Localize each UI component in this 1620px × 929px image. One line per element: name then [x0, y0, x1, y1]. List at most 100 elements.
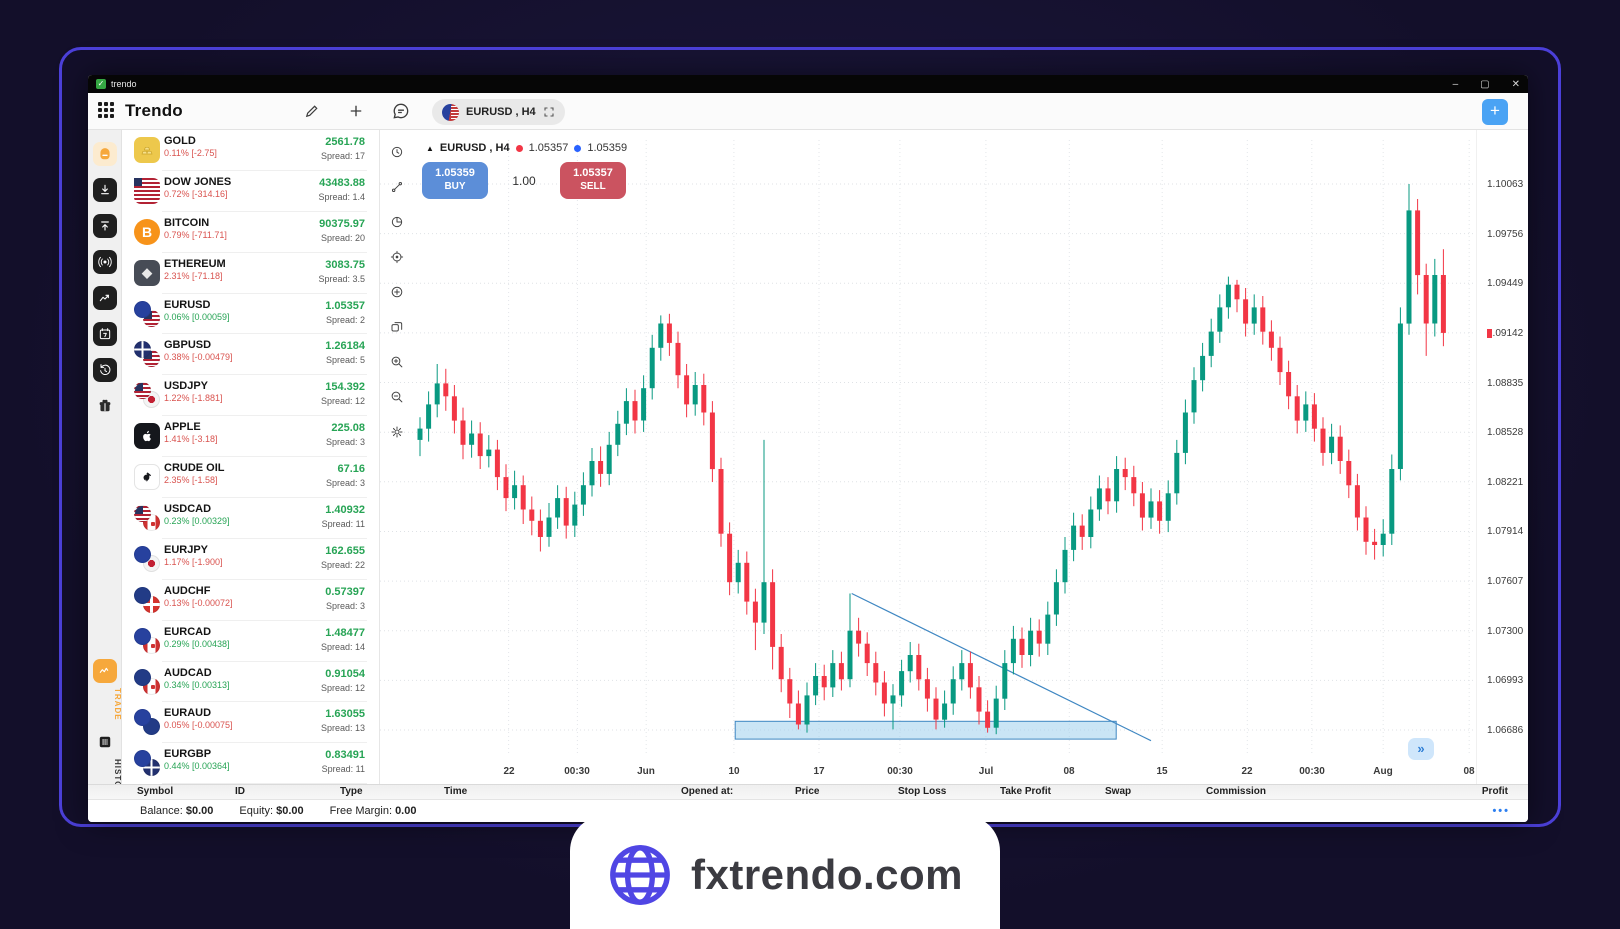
symbol-price: 1.63055 [325, 708, 365, 721]
collapse-triangle-icon[interactable]: ▲ [426, 143, 434, 153]
column-swap[interactable]: Swap [1105, 786, 1132, 797]
sell-button[interactable]: 1.05357 SELL [560, 162, 626, 199]
watchlist-row-audchf[interactable]: AUDCHF 0.13% [-0.00072] 0.57397 Spread: … [122, 580, 379, 621]
column-symbol[interactable]: Symbol [137, 786, 174, 797]
calendar-icon[interactable] [93, 322, 117, 346]
watchlist-row-dow-jones[interactable]: DOW JONES 0.72% [-314.16] 43483.88 Sprea… [122, 171, 379, 212]
watchlist-row-eurcad[interactable]: EURCAD 0.29% [0.00438] 1.48477 Spread: 1… [122, 621, 379, 662]
watchlist-row-eurusd[interactable]: EURUSD 0.06% [0.00059] 1.05357 Spread: 2 [122, 294, 379, 335]
zoom-in-icon[interactable] [387, 352, 407, 372]
column-time[interactable]: Time [444, 786, 468, 797]
symbol-name: ETHEREUM [164, 257, 226, 270]
buy-button[interactable]: 1.05359 BUY [422, 162, 488, 199]
time-tick: 08 [1063, 766, 1075, 777]
watchlist-row-eurgbp[interactable]: EURGBP 0.44% [0.00364] 0.83491 Spread: 1… [122, 743, 379, 784]
price-tick: 1.09142 [1487, 328, 1524, 339]
bid-dot-icon [515, 144, 523, 152]
time-tick: 00:30 [1299, 766, 1325, 777]
apps-grid-icon[interactable] [98, 102, 116, 120]
app-window: ✓ trendo – ▢ ✕ Trendo [88, 75, 1528, 822]
fxtrendo-badge: fxtrendo.com [570, 815, 1000, 929]
upload-icon[interactable] [93, 214, 117, 238]
column-take-profit[interactable]: Take Profit [1000, 786, 1051, 797]
column-opened-at-[interactable]: Opened at: [681, 786, 734, 797]
watchlist-row-crude-oil[interactable]: CRUDE OIL 2.35% [-1.58] 67.16 Spread: 3 [122, 457, 379, 499]
column-stop-loss[interactable]: Stop Loss [898, 786, 947, 797]
more-options-button[interactable]: ••• [1492, 805, 1510, 817]
new-symbol-plus-icon[interactable] [347, 102, 365, 120]
trade-label[interactable]: TRADE [113, 688, 122, 721]
maximize-button[interactable]: ▢ [1480, 78, 1490, 90]
column-price[interactable]: Price [795, 786, 820, 797]
time-tick: 00:30 [887, 766, 913, 777]
chart-toolbar [380, 130, 412, 784]
column-type[interactable]: Type [340, 786, 363, 797]
watchlist-row-usdjpy[interactable]: USDJPY 1.22% [-1.881] 154.392 Spread: 12 [122, 375, 379, 417]
candlestick-chart[interactable] [380, 130, 1476, 762]
symbol-price: 90375.97 [319, 217, 365, 230]
watchlist-row-eurjpy[interactable]: EURJPY 1.17% [-1.900] 162.655 Spread: 22 [122, 539, 379, 580]
watchlist-row-gold[interactable]: GOLD 0.11% [-2.75] 2561.78 Spread: 17 [122, 130, 379, 171]
trade-icon[interactable] [93, 659, 117, 683]
watchlist-row-bitcoin[interactable]: B BITCOIN 0.79% [-711.71] 90375.97 Sprea… [122, 212, 379, 253]
symbol-spread: Spread: 17 [320, 151, 365, 161]
add-chart-button[interactable]: + [1482, 99, 1508, 125]
watchlist-row-apple[interactable]: APPLE 1.41% [-3.18] 225.08 Spread: 3 [122, 416, 379, 458]
column-profit[interactable]: Profit [1481, 786, 1508, 797]
price-axis[interactable]: 1.10063 1.09756 1.09449 1.09142 1.08835 1.085… [1476, 130, 1528, 784]
symbol-change: 0.79% [-711.71] [164, 229, 227, 240]
time-tick: 22 [503, 766, 515, 777]
watchlist-row-gbpusd[interactable]: GBPUSD 0.38% [-0.00479] 1.26184 Spread: … [122, 334, 379, 376]
window-title: trendo [111, 79, 137, 89]
symbol-price: 1.48477 [325, 626, 365, 639]
watchlist-row-usdcad[interactable]: USDCAD 0.23% [0.00329] 1.40932 Spread: 1… [122, 498, 379, 539]
settings-icon[interactable] [387, 422, 407, 442]
bid-price: 1.05357 [528, 142, 569, 154]
zoom-out-icon[interactable] [387, 387, 407, 407]
add-circle-icon[interactable] [387, 282, 407, 302]
time-axis[interactable]: 22 00:30 Jun 10 17 00:30 Jul 08 15 22 00:30 Aug 08 [380, 766, 1476, 784]
interval-icon[interactable] [387, 212, 407, 232]
download-icon[interactable] [93, 178, 117, 202]
volume-input[interactable]: 1.00 [512, 173, 536, 188]
symbol-spread: Spread: 14 [320, 641, 365, 652]
crosshair-icon[interactable] [387, 247, 407, 267]
close-button[interactable]: ✕ [1511, 78, 1520, 90]
home-icon[interactable] [93, 142, 117, 166]
chat-icon[interactable] [391, 101, 411, 121]
clock-icon[interactable] [387, 142, 407, 162]
watchlist-row-ethereum[interactable]: ◆ ETHEREUM 2.31% [-71.18] 3083.75 Spread… [122, 253, 379, 294]
history-grid-icon[interactable] [93, 730, 117, 754]
signal-icon[interactable] [93, 250, 117, 274]
history-icon[interactable] [93, 358, 117, 382]
column-id[interactable]: ID [235, 786, 245, 797]
symbol-change: 0.72% [-314.16] [164, 188, 228, 199]
us-flag-icon [134, 177, 160, 204]
chart-icon[interactable] [93, 286, 117, 310]
usdcad-flag-icon [134, 505, 160, 532]
left-icon-rail: TRADE HISTORY [88, 130, 122, 801]
symbol-spread: Spread: 12 [320, 396, 365, 407]
scroll-to-realtime-button[interactable]: » [1408, 738, 1434, 760]
expand-icon[interactable] [543, 106, 555, 118]
ask-dot-icon [574, 144, 582, 152]
order-panel: 1.05359 BUY 1.00 1.05357 SELL [422, 162, 626, 199]
minimize-button[interactable]: – [1452, 78, 1459, 90]
symbol-price: 3083.75 [325, 258, 365, 271]
symbol-change: 0.05% [-0.00075] [164, 720, 233, 731]
watchlist-row-audcad[interactable]: AUDCAD 0.34% [0.00313] 0.91054 Spread: 1… [122, 662, 379, 703]
price-tick: 1.09756 [1487, 229, 1524, 240]
layers-icon[interactable] [387, 317, 407, 337]
apple-icon [134, 423, 160, 450]
watchlist-row-euraud[interactable]: EURAUD 0.05% [-0.00075] 1.63055 Spread: … [122, 702, 379, 744]
symbol-name: EURGBP [164, 748, 212, 761]
pencil-icon[interactable] [303, 102, 321, 120]
gift-icon[interactable] [93, 394, 117, 418]
column-commission[interactable]: Commission [1206, 786, 1267, 797]
chart-tab-label: EURUSD , H4 [466, 106, 536, 118]
chart-tab-eurusd-h4[interactable]: EURUSD , H4 [432, 99, 565, 125]
history-label[interactable]: HISTORY [113, 759, 122, 802]
trendline-tool-icon[interactable] [387, 177, 407, 197]
symbol-price: 2561.78 [325, 136, 365, 148]
time-tick: Jul [978, 766, 994, 777]
